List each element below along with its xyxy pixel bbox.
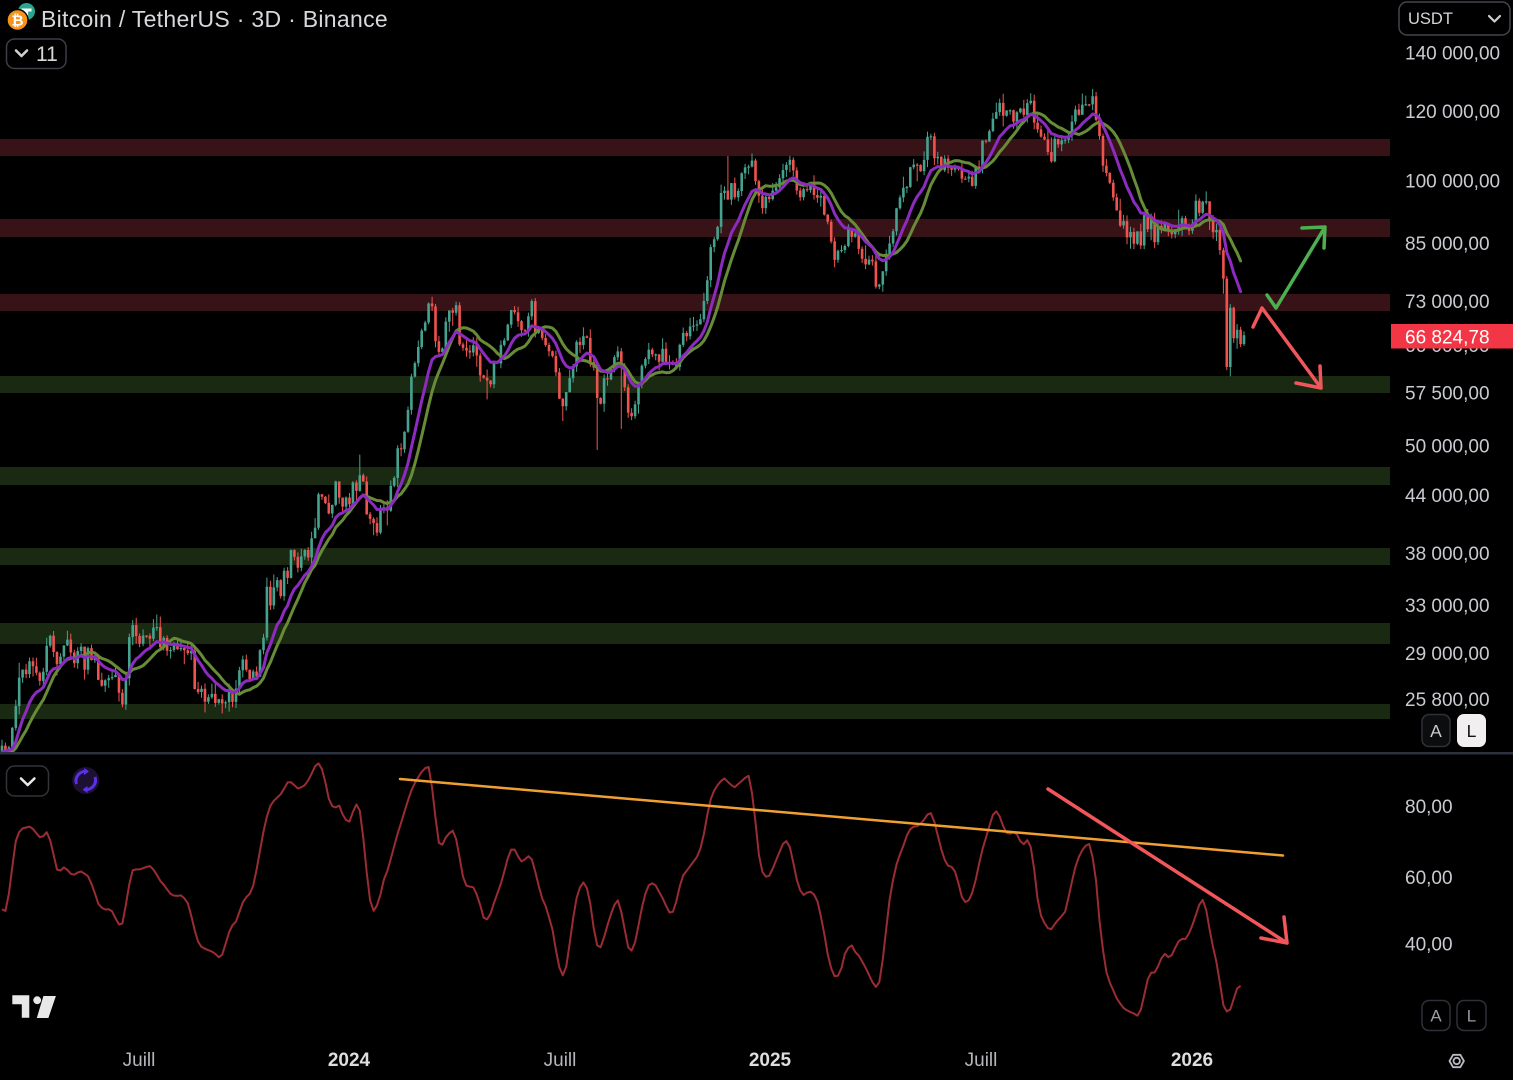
svg-text:L: L xyxy=(1467,721,1477,741)
svg-text:40,00: 40,00 xyxy=(1405,935,1453,956)
svg-text:73 000,00: 73 000,00 xyxy=(1405,292,1490,313)
svg-text:USDT: USDT xyxy=(1408,10,1453,28)
svg-text:80,00: 80,00 xyxy=(1405,797,1453,818)
svg-text:60,00: 60,00 xyxy=(1405,868,1453,889)
svg-text:2025: 2025 xyxy=(749,1050,792,1071)
svg-text:25 800,00: 25 800,00 xyxy=(1405,690,1490,711)
svg-text:29 000,00: 29 000,00 xyxy=(1405,644,1490,665)
svg-text:85 000,00: 85 000,00 xyxy=(1405,234,1490,255)
svg-text:120 000,00: 120 000,00 xyxy=(1405,102,1500,123)
svg-text:11: 11 xyxy=(36,43,58,66)
svg-text:38 000,00: 38 000,00 xyxy=(1405,544,1490,565)
svg-text:33 000,00: 33 000,00 xyxy=(1405,596,1490,617)
svg-text:44 000,00: 44 000,00 xyxy=(1405,486,1490,507)
svg-text:A: A xyxy=(1430,1007,1442,1026)
svg-text:L: L xyxy=(1467,1007,1476,1026)
svg-text:Juill: Juill xyxy=(965,1050,998,1071)
svg-text:57 500,00: 57 500,00 xyxy=(1405,384,1490,405)
svg-text:Juill: Juill xyxy=(544,1050,577,1071)
svg-text:Bitcoin / TetherUS · 3D · Bina: Bitcoin / TetherUS · 3D · Binance xyxy=(41,6,388,32)
svg-text:Juill: Juill xyxy=(123,1050,156,1071)
svg-text:A: A xyxy=(1430,721,1442,741)
svg-text:100 000,00: 100 000,00 xyxy=(1405,172,1500,193)
svg-text:₿: ₿ xyxy=(11,13,23,30)
svg-text:140 000,00: 140 000,00 xyxy=(1405,44,1500,65)
svg-text:2024: 2024 xyxy=(328,1050,371,1071)
svg-text:50 000,00: 50 000,00 xyxy=(1405,437,1490,458)
svg-text:2026: 2026 xyxy=(1171,1050,1213,1071)
svg-text:66 824,78: 66 824,78 xyxy=(1405,328,1490,349)
